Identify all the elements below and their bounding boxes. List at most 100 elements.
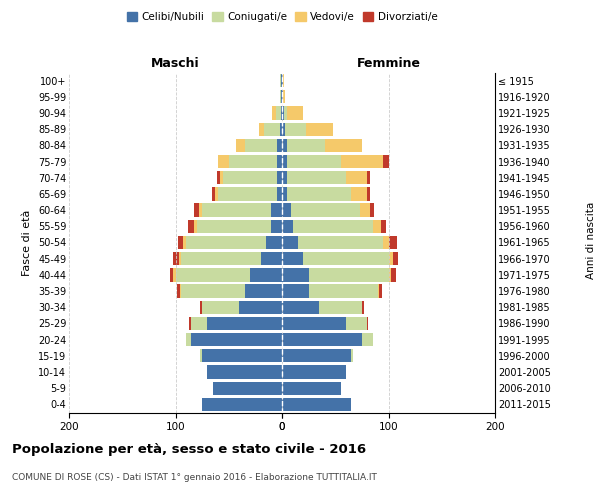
Bar bbox=[208, 317, 282, 330]
Bar bbox=[304, 252, 389, 266]
Bar bbox=[285, 122, 307, 136]
Bar bbox=[202, 349, 282, 362]
Bar bbox=[188, 220, 194, 233]
Bar bbox=[360, 204, 370, 217]
Bar bbox=[173, 252, 179, 266]
Bar bbox=[217, 171, 220, 184]
Bar bbox=[282, 204, 290, 217]
Bar bbox=[280, 74, 281, 87]
Bar bbox=[173, 268, 176, 281]
Bar bbox=[284, 106, 287, 120]
Bar bbox=[381, 220, 386, 233]
Bar bbox=[308, 268, 389, 281]
Bar bbox=[370, 204, 374, 217]
Bar bbox=[275, 106, 281, 120]
Bar bbox=[287, 106, 304, 120]
Bar bbox=[191, 317, 208, 330]
Bar bbox=[362, 333, 373, 346]
Y-axis label: Fasce di età: Fasce di età bbox=[22, 210, 32, 276]
Bar bbox=[266, 236, 282, 249]
Bar bbox=[346, 317, 367, 330]
Bar bbox=[212, 188, 215, 200]
Bar bbox=[290, 204, 360, 217]
Bar bbox=[281, 106, 282, 120]
Bar bbox=[282, 188, 287, 200]
Bar bbox=[277, 188, 282, 200]
Bar bbox=[280, 90, 281, 104]
Bar bbox=[282, 284, 308, 298]
Bar bbox=[287, 138, 325, 152]
Bar bbox=[218, 155, 229, 168]
Bar bbox=[282, 398, 351, 411]
Bar bbox=[181, 252, 260, 266]
Bar bbox=[260, 252, 282, 266]
Bar bbox=[199, 204, 202, 217]
Bar bbox=[282, 317, 346, 330]
Bar bbox=[202, 204, 271, 217]
Bar bbox=[186, 333, 191, 346]
Bar bbox=[346, 171, 367, 184]
Bar bbox=[178, 236, 183, 249]
Text: Popolazione per età, sesso e stato civile - 2016: Popolazione per età, sesso e stato civil… bbox=[12, 442, 366, 456]
Bar bbox=[202, 398, 282, 411]
Bar bbox=[223, 171, 277, 184]
Bar bbox=[282, 138, 287, 152]
Bar bbox=[190, 317, 191, 330]
Bar bbox=[389, 268, 391, 281]
Bar bbox=[229, 155, 277, 168]
Bar bbox=[282, 333, 362, 346]
Bar bbox=[179, 252, 181, 266]
Bar bbox=[277, 155, 282, 168]
Bar bbox=[281, 90, 282, 104]
Bar bbox=[282, 268, 308, 281]
Bar bbox=[197, 220, 271, 233]
Bar bbox=[373, 220, 381, 233]
Bar bbox=[218, 188, 277, 200]
Bar bbox=[245, 138, 277, 152]
Title: Femmine: Femmine bbox=[356, 57, 421, 70]
Bar bbox=[282, 122, 285, 136]
Bar bbox=[362, 300, 364, 314]
Bar bbox=[319, 300, 362, 314]
Bar bbox=[183, 236, 186, 249]
Bar bbox=[245, 284, 282, 298]
Bar bbox=[282, 382, 341, 395]
Bar bbox=[250, 268, 282, 281]
Bar bbox=[287, 155, 341, 168]
Bar bbox=[367, 171, 370, 184]
Bar bbox=[389, 252, 393, 266]
Bar bbox=[393, 252, 398, 266]
Bar bbox=[298, 236, 383, 249]
Bar bbox=[282, 155, 287, 168]
Bar bbox=[379, 284, 382, 298]
Bar bbox=[367, 188, 370, 200]
Bar bbox=[271, 220, 282, 233]
Bar bbox=[282, 220, 293, 233]
Bar bbox=[351, 188, 367, 200]
Bar bbox=[351, 349, 353, 362]
Bar bbox=[367, 317, 368, 330]
Bar bbox=[280, 122, 282, 136]
Bar bbox=[170, 268, 173, 281]
Bar bbox=[341, 155, 383, 168]
Bar bbox=[391, 268, 396, 281]
Bar bbox=[239, 300, 282, 314]
Bar bbox=[236, 138, 245, 152]
Bar bbox=[259, 122, 264, 136]
Bar bbox=[282, 106, 284, 120]
Bar bbox=[282, 300, 319, 314]
Bar bbox=[325, 138, 362, 152]
Bar bbox=[180, 284, 181, 298]
Bar bbox=[283, 74, 284, 87]
Bar bbox=[282, 90, 283, 104]
Bar bbox=[191, 333, 282, 346]
Bar bbox=[200, 300, 202, 314]
Bar bbox=[287, 188, 351, 200]
Text: Anni di nascita: Anni di nascita bbox=[586, 202, 596, 278]
Bar bbox=[200, 349, 202, 362]
Bar bbox=[282, 74, 283, 87]
Bar bbox=[383, 236, 389, 249]
Bar bbox=[194, 220, 197, 233]
Bar bbox=[220, 171, 223, 184]
Bar bbox=[383, 155, 389, 168]
